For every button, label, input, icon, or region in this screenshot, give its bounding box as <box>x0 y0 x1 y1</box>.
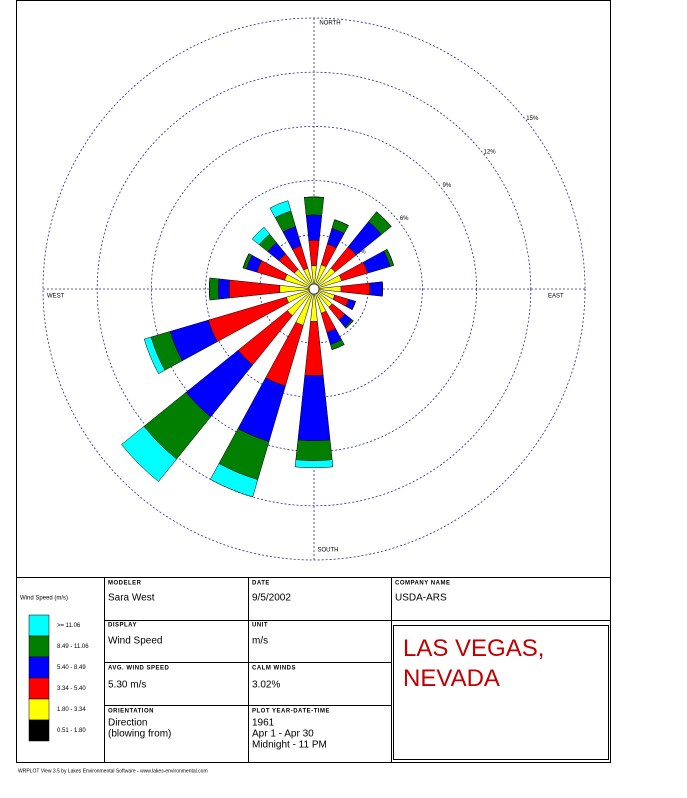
legend-label: 5.40 - 8.49 <box>57 665 86 671</box>
ring-label: 6% <box>400 216 409 222</box>
legend-swatch <box>28 698 50 721</box>
footer: WRPLOT View 3.5 by Lakes Environmental S… <box>18 768 208 774</box>
wind-segment <box>304 321 324 376</box>
legend-swatch <box>28 719 50 742</box>
wind-segment <box>308 239 320 266</box>
field-value: 5.30 m/s <box>108 680 146 691</box>
legend: >= 11.06 8.49 - 11.06 5.40 - 8.49 3.34 - 5.… <box>28 614 89 742</box>
field-value: Direction <box>108 718 147 729</box>
wind-segment <box>121 425 178 482</box>
wind-segment <box>369 281 383 297</box>
wind-segment <box>208 277 220 301</box>
legend-label: 3.34 - 5.40 <box>57 686 86 692</box>
bars <box>121 196 395 498</box>
wind-segment <box>217 278 230 300</box>
place-name: LAS VEGAS, <box>403 635 544 662</box>
ring-label: 9% <box>443 183 452 189</box>
grid-ring <box>96 71 532 507</box>
panel-frame <box>16 577 611 763</box>
wind-segment <box>303 196 325 216</box>
wind-segment <box>320 243 337 268</box>
legend-swatch <box>28 677 50 700</box>
field-value: Sara West <box>108 593 155 604</box>
north-label: NORTH <box>319 21 340 27</box>
field-label: UNIT <box>252 623 268 629</box>
center <box>308 283 320 295</box>
field-label: MODELER <box>108 581 142 587</box>
legend-swatch <box>28 656 50 679</box>
field-value: 9/5/2002 <box>252 593 291 604</box>
field-label: CALM WINDS <box>252 666 296 672</box>
field-value: 1961 <box>252 718 275 729</box>
legend-label: 8.49 - 11.06 <box>57 644 89 650</box>
wind-segment <box>331 344 345 350</box>
place-name: NEVADA <box>403 665 500 692</box>
field-label: PLOT YEAR-DATE-TIME <box>252 709 330 715</box>
wind-segment <box>237 377 286 442</box>
legend-swatch <box>28 614 50 637</box>
field-value: 3.02% <box>252 680 280 691</box>
field-value: Midnight - 11 PM <box>252 740 327 751</box>
legend-label: 1.80 - 3.34 <box>57 707 86 713</box>
grid-ring <box>150 125 478 453</box>
wind-segment <box>340 282 371 296</box>
wind-segment <box>304 196 324 198</box>
field-value: m/s <box>252 636 268 647</box>
wind-segment <box>294 459 334 469</box>
field-value: Wind Speed <box>108 636 162 647</box>
info-panel <box>16 577 611 763</box>
wind-segment <box>295 439 333 461</box>
legend-label: >= 11.06 <box>57 623 81 629</box>
wind-segment <box>242 253 250 269</box>
ring-label: 15% <box>526 116 539 122</box>
field-label: DATE <box>252 581 270 587</box>
wind-segment <box>251 226 271 246</box>
legend-title: Wind Speed (m/s) <box>20 596 68 602</box>
wind-segment <box>320 310 336 333</box>
wind-segment <box>269 200 292 218</box>
wind-segment <box>143 336 166 375</box>
ring-label: 12% <box>484 149 497 155</box>
legend-label: 0.51 - 1.80 <box>57 728 86 734</box>
south-label: SOUTH <box>318 548 339 554</box>
field-label: DISPLAY <box>108 623 137 629</box>
place-box <box>393 625 609 760</box>
field-label: ORIENTATION <box>108 709 154 715</box>
field-label: AVG. WIND SPEED <box>108 666 170 672</box>
wind-segment <box>351 301 356 310</box>
east-label: EAST <box>548 294 564 300</box>
field-value: Apr 1 - Apr 30 <box>252 729 314 740</box>
legend-swatch <box>28 635 50 658</box>
grid-ring <box>205 180 423 398</box>
west-label: WEST <box>47 294 65 300</box>
grid-ring <box>42 17 586 561</box>
wind-segment <box>228 279 281 299</box>
field-value: (blowing from) <box>108 729 171 740</box>
field-value: USDA-ARS <box>395 593 447 604</box>
wind-segment <box>305 214 323 241</box>
wind-segment <box>345 320 354 329</box>
wind-segment <box>297 374 331 442</box>
field-label: COMPANY NAME <box>395 581 450 587</box>
wind-segment <box>209 463 259 498</box>
ring-label: 3% <box>357 250 366 256</box>
